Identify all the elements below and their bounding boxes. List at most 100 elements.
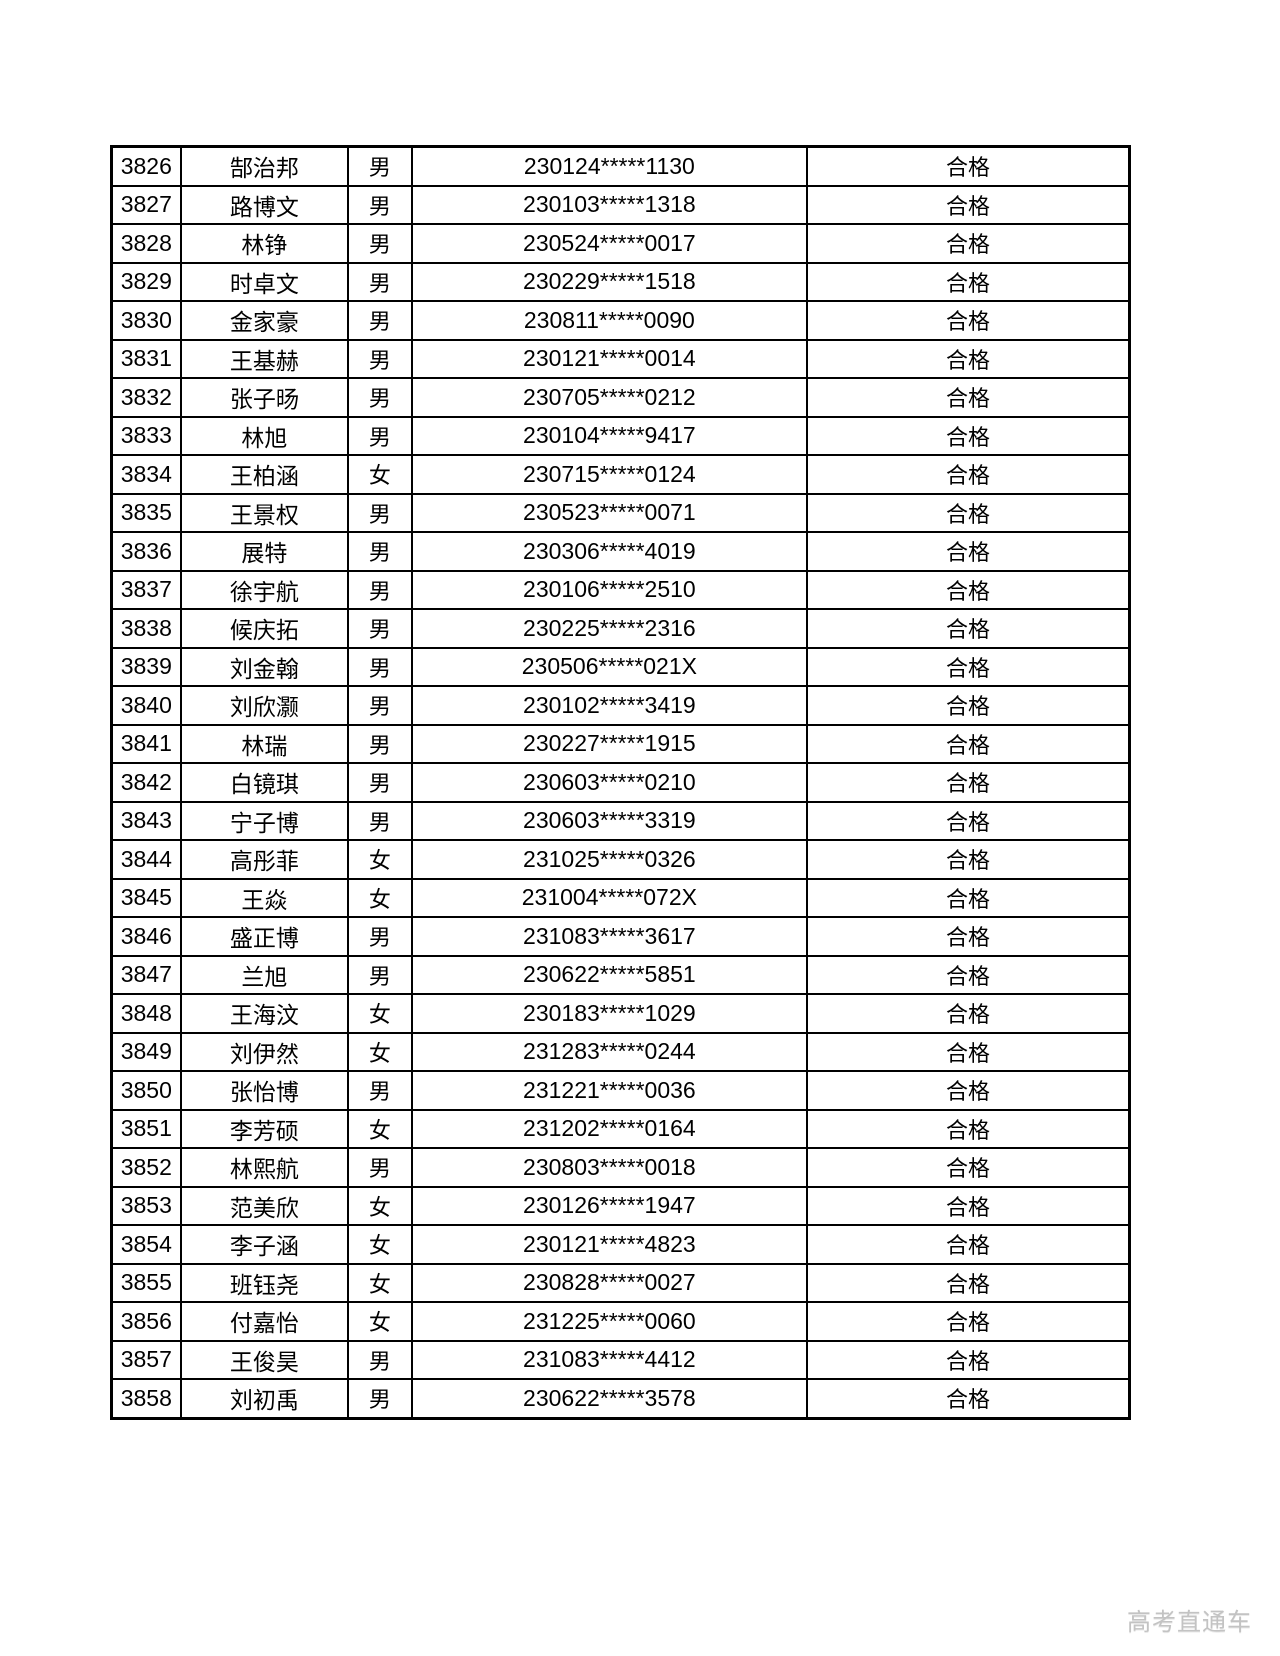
table-row: 3854 李子涵女 230121*****4823 合格 bbox=[110, 1224, 1131, 1265]
cell-no: 3844 bbox=[110, 839, 182, 880]
table-row: 3827 路博文男 230103*****1318 合格 bbox=[110, 184, 1131, 225]
cell-no: 3835 bbox=[110, 492, 182, 533]
cell-id-number: 230524*****0017 bbox=[410, 223, 809, 264]
table-row: 3831 王基赫男 230121*****0014 合格 bbox=[110, 338, 1131, 379]
table-row: 3837 徐宇航男 230106*****2510 合格 bbox=[110, 569, 1131, 610]
cell-name: 高彤菲 bbox=[179, 839, 350, 880]
cell-gender: 男 bbox=[347, 184, 413, 225]
cell-gender: 男 bbox=[347, 377, 413, 418]
cell-name: 宁子博 bbox=[179, 800, 350, 841]
cell-gender: 男 bbox=[347, 415, 413, 456]
cell-name: 路博文 bbox=[179, 184, 350, 225]
cell-status: 合格 bbox=[806, 261, 1131, 302]
cell-status: 合格 bbox=[806, 300, 1131, 341]
cell-name: 王俊昊 bbox=[179, 1339, 350, 1380]
cell-no: 3826 bbox=[110, 145, 182, 187]
cell-status: 合格 bbox=[806, 916, 1131, 957]
cell-name: 兰旭 bbox=[179, 954, 350, 995]
cell-id-number: 230622*****5851 bbox=[410, 954, 809, 995]
cell-name: 时卓文 bbox=[179, 261, 350, 302]
cell-name: 刘欣灏 bbox=[179, 685, 350, 726]
cell-status: 合格 bbox=[806, 608, 1131, 649]
cell-id-number: 230506*****021X bbox=[410, 646, 809, 687]
cell-no: 3838 bbox=[110, 608, 182, 649]
table-row: 3838 候庆拓男 230225*****2316 合格 bbox=[110, 608, 1131, 649]
cell-id-number: 230104*****9417 bbox=[410, 415, 809, 456]
table-row: 3841 林瑞男 230227*****1915 合格 bbox=[110, 723, 1131, 764]
cell-status: 合格 bbox=[806, 723, 1131, 764]
cell-gender: 男 bbox=[347, 223, 413, 264]
cell-no: 3853 bbox=[110, 1185, 182, 1226]
cell-name: 刘伊然 bbox=[179, 1031, 350, 1072]
cell-gender: 男 bbox=[347, 1339, 413, 1380]
table-row: 3836 展特男 230306*****4019 合格 bbox=[110, 531, 1131, 572]
cell-name: 王海汶 bbox=[179, 993, 350, 1034]
cell-status: 合格 bbox=[806, 877, 1131, 918]
cell-no: 3829 bbox=[110, 261, 182, 302]
table-row: 3850 张怡博男 231221*****0036 合格 bbox=[110, 1070, 1131, 1111]
cell-id-number: 230225*****2316 bbox=[410, 608, 809, 649]
cell-name: 刘金翰 bbox=[179, 646, 350, 687]
cell-gender: 女 bbox=[347, 877, 413, 918]
cell-status: 合格 bbox=[806, 1301, 1131, 1342]
cell-no: 3828 bbox=[110, 223, 182, 264]
cell-id-number: 231083*****4412 bbox=[410, 1339, 809, 1380]
table-row: 3835 王景权男 230523*****0071 合格 bbox=[110, 492, 1131, 533]
table-row: 3834 王柏涵女 230715*****0124 合格 bbox=[110, 454, 1131, 495]
cell-no: 3831 bbox=[110, 338, 182, 379]
cell-no: 3836 bbox=[110, 531, 182, 572]
cell-status: 合格 bbox=[806, 1339, 1131, 1380]
cell-gender: 男 bbox=[347, 685, 413, 726]
cell-id-number: 230803*****0018 bbox=[410, 1147, 809, 1188]
cell-id-number: 231083*****3617 bbox=[410, 916, 809, 957]
cell-no: 3848 bbox=[110, 993, 182, 1034]
cell-name: 张子旸 bbox=[179, 377, 350, 418]
cell-name: 王焱 bbox=[179, 877, 350, 918]
table-row: 3857 王俊昊男 231083*****4412 合格 bbox=[110, 1339, 1131, 1380]
table-row: 3839 刘金翰男 230506*****021X 合格 bbox=[110, 646, 1131, 687]
cell-name: 李子涵 bbox=[179, 1224, 350, 1265]
cell-no: 3843 bbox=[110, 800, 182, 841]
table-row: 3843 宁子博男 230603*****3319 合格 bbox=[110, 800, 1131, 841]
cell-gender: 男 bbox=[347, 762, 413, 803]
cell-no: 3854 bbox=[110, 1224, 182, 1265]
cell-name: 班钰尧 bbox=[179, 1262, 350, 1303]
cell-status: 合格 bbox=[806, 531, 1131, 572]
table-row: 3847 兰旭男 230622*****5851 合格 bbox=[110, 954, 1131, 995]
table-row: 3853 范美欣女 230126*****1947 合格 bbox=[110, 1185, 1131, 1226]
cell-status: 合格 bbox=[806, 415, 1131, 456]
qualification-table: 3826 郜治邦男 230124*****1130 合格 3827 路博文男 230103*… bbox=[110, 145, 1131, 1420]
cell-gender: 女 bbox=[347, 1262, 413, 1303]
cell-no: 3842 bbox=[110, 762, 182, 803]
cell-status: 合格 bbox=[806, 454, 1131, 495]
cell-gender: 女 bbox=[347, 1031, 413, 1072]
table-body: 3826 郜治邦男 230124*****1130 合格 3827 路博文男 230103*… bbox=[110, 145, 1131, 1419]
cell-status: 合格 bbox=[806, 762, 1131, 803]
cell-name: 李芳硕 bbox=[179, 1108, 350, 1149]
table-row: 3855 班钰尧女 230828*****0027 合格 bbox=[110, 1262, 1131, 1303]
cell-id-number: 231221*****0036 bbox=[410, 1070, 809, 1111]
cell-status: 合格 bbox=[806, 993, 1131, 1034]
cell-id-number: 230183*****1029 bbox=[410, 993, 809, 1034]
cell-status: 合格 bbox=[806, 839, 1131, 880]
cell-name: 王基赫 bbox=[179, 338, 350, 379]
cell-no: 3834 bbox=[110, 454, 182, 495]
cell-name: 郜治邦 bbox=[179, 145, 350, 187]
cell-id-number: 230715*****0124 bbox=[410, 454, 809, 495]
cell-status: 合格 bbox=[806, 1147, 1131, 1188]
cell-id-number: 230622*****3578 bbox=[410, 1378, 809, 1419]
cell-no: 3858 bbox=[110, 1378, 182, 1419]
cell-status: 合格 bbox=[806, 184, 1131, 225]
table-row: 3833 林旭男 230104*****9417 合格 bbox=[110, 415, 1131, 456]
cell-name: 林瑞 bbox=[179, 723, 350, 764]
cell-no: 3852 bbox=[110, 1147, 182, 1188]
cell-name: 白镜琪 bbox=[179, 762, 350, 803]
cell-name: 林铮 bbox=[179, 223, 350, 264]
cell-id-number: 230126*****1947 bbox=[410, 1185, 809, 1226]
cell-status: 合格 bbox=[806, 800, 1131, 841]
cell-name: 金家豪 bbox=[179, 300, 350, 341]
cell-gender: 男 bbox=[347, 300, 413, 341]
cell-name: 王景权 bbox=[179, 492, 350, 533]
table-row: 3828 林铮男 230524*****0017 合格 bbox=[110, 223, 1131, 264]
cell-name: 付嘉怡 bbox=[179, 1301, 350, 1342]
